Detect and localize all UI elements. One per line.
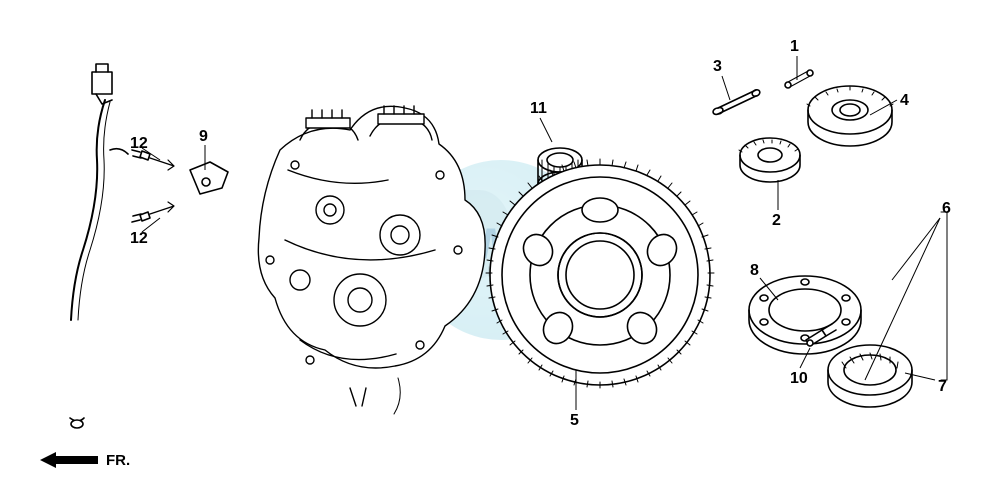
callout-4: 4 — [900, 92, 909, 110]
diagram-container: OEM MOTORPARTS — [0, 0, 1001, 500]
callout-2: 2 — [772, 212, 781, 230]
callout-1: 1 — [790, 38, 799, 56]
callout-7: 7 — [938, 378, 947, 396]
callout-10: 10 — [790, 370, 808, 388]
leader-lines-svg — [0, 0, 1001, 500]
callout-8: 8 — [750, 262, 759, 280]
callout-3: 3 — [713, 58, 722, 76]
callout-12: 12 — [130, 135, 148, 153]
front-direction-arrow: FR. — [40, 450, 130, 470]
front-label: FR. — [106, 452, 130, 469]
callout-12: 12 — [130, 230, 148, 248]
callout-11: 11 — [530, 100, 547, 118]
callout-6: 6 — [942, 200, 951, 218]
callout-9: 9 — [199, 128, 208, 146]
callout-5: 5 — [570, 412, 579, 430]
